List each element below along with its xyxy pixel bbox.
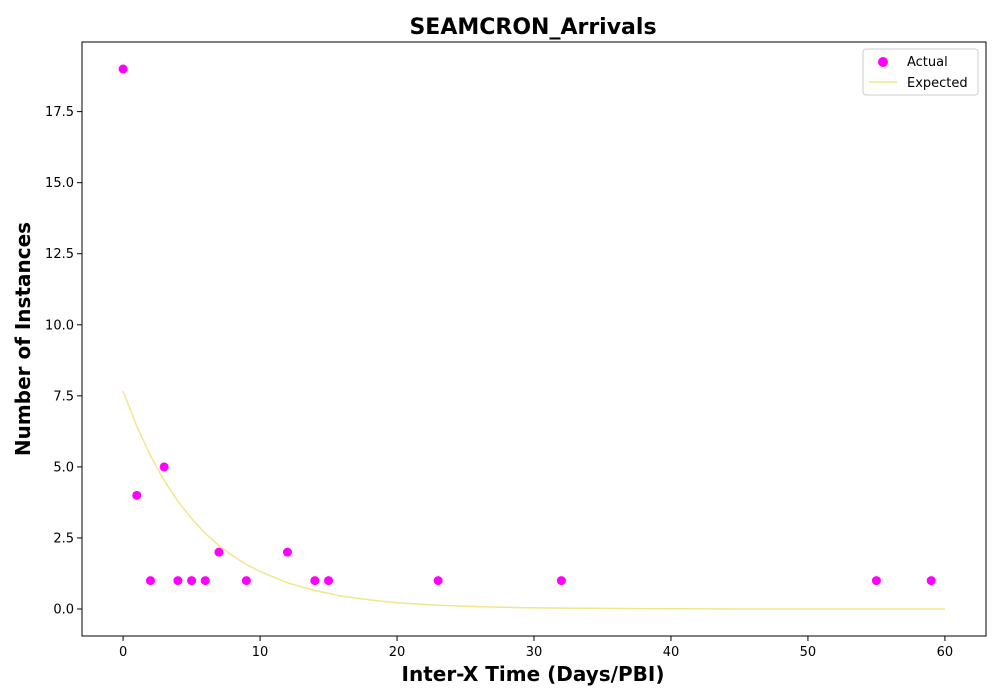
x-tick-label: 40 <box>663 645 680 660</box>
actual-point <box>433 576 443 586</box>
actual-point <box>556 576 566 586</box>
actual-point <box>187 576 197 586</box>
y-axis-label: Number of Instances <box>11 222 35 456</box>
actual-point <box>282 547 292 557</box>
y-tick-label: 2.5 <box>53 531 74 546</box>
legend: Actual Expected <box>862 48 979 96</box>
actual-point <box>118 64 128 74</box>
x-tick-label: 60 <box>937 645 954 660</box>
legend-box <box>862 48 979 96</box>
actual-point <box>200 576 210 586</box>
actual-point <box>145 576 155 586</box>
legend-label-expected: Expected <box>907 76 968 91</box>
actual-point <box>159 462 169 472</box>
x-tick-label: 30 <box>526 645 543 660</box>
x-tick-label: 50 <box>800 645 817 660</box>
actual-point <box>324 576 334 586</box>
y-tick-label: 17.5 <box>45 105 74 120</box>
actual-points-layer <box>118 64 936 586</box>
actual-point <box>173 576 183 586</box>
legend-marker-actual <box>878 57 888 67</box>
y-tick-label: 5.0 <box>53 460 74 475</box>
actual-point <box>214 547 224 557</box>
y-tick-label: 0.0 <box>53 603 74 618</box>
plot-background <box>82 42 986 636</box>
y-axis: 0.0 2.5 5.0 7.5 10.0 12.5 15.0 17.5 <box>45 105 82 618</box>
expected-curve-layer <box>122 390 945 610</box>
x-tick-label: 0 <box>119 645 127 660</box>
y-tick-label: 12.5 <box>45 247 74 262</box>
actual-point <box>132 490 142 500</box>
chart-title: SEAMCRON_Arrivals <box>409 15 656 40</box>
legend-label-actual: Actual <box>907 55 948 70</box>
x-tick-label: 10 <box>252 645 269 660</box>
x-axis-label: Inter-X Time (Days/PBI) <box>402 662 665 686</box>
x-tick-label: 20 <box>389 645 406 660</box>
plot-area <box>81 41 987 637</box>
actual-point <box>871 576 881 586</box>
y-tick-label: 7.5 <box>53 389 74 404</box>
expected-curve <box>122 390 945 610</box>
actual-point <box>926 576 936 586</box>
actual-point <box>241 576 251 586</box>
x-axis: 0 10 20 30 40 50 60 <box>119 636 953 660</box>
actual-point <box>310 576 320 586</box>
y-tick-label: 15.0 <box>45 176 74 191</box>
y-tick-label: 10.0 <box>45 318 74 333</box>
